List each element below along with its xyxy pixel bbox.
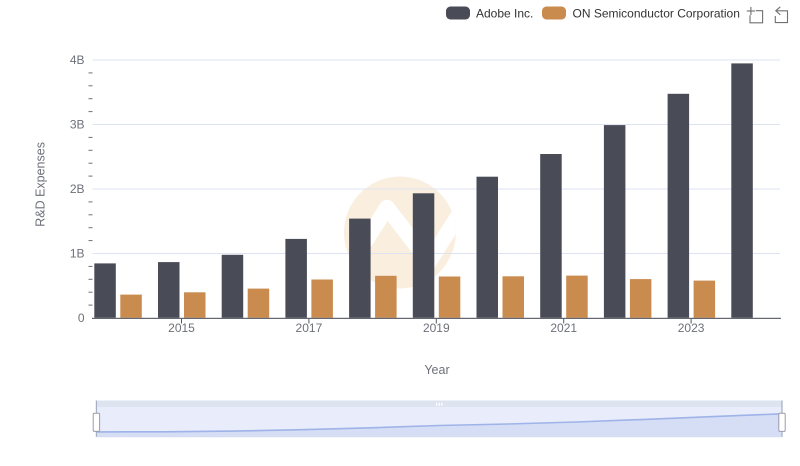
svg-text:R&D Expenses: R&D Expenses <box>34 142 48 227</box>
svg-text:Adobe Inc.: Adobe Inc. <box>476 7 533 21</box>
svg-text:2017: 2017 <box>296 321 323 335</box>
svg-text:2021: 2021 <box>550 321 577 335</box>
svg-text:ON Semiconductor Corporation: ON Semiconductor Corporation <box>573 7 740 21</box>
svg-text:Year: Year <box>424 363 449 377</box>
svg-text:2B: 2B <box>70 182 85 196</box>
svg-text:3B: 3B <box>70 118 85 132</box>
svg-text:4B: 4B <box>70 53 85 67</box>
svg-text:2019: 2019 <box>423 321 450 335</box>
svg-text:2023: 2023 <box>678 321 705 335</box>
svg-text:2015: 2015 <box>168 321 195 335</box>
svg-text:1B: 1B <box>70 247 85 261</box>
svg-text:0: 0 <box>78 311 85 325</box>
